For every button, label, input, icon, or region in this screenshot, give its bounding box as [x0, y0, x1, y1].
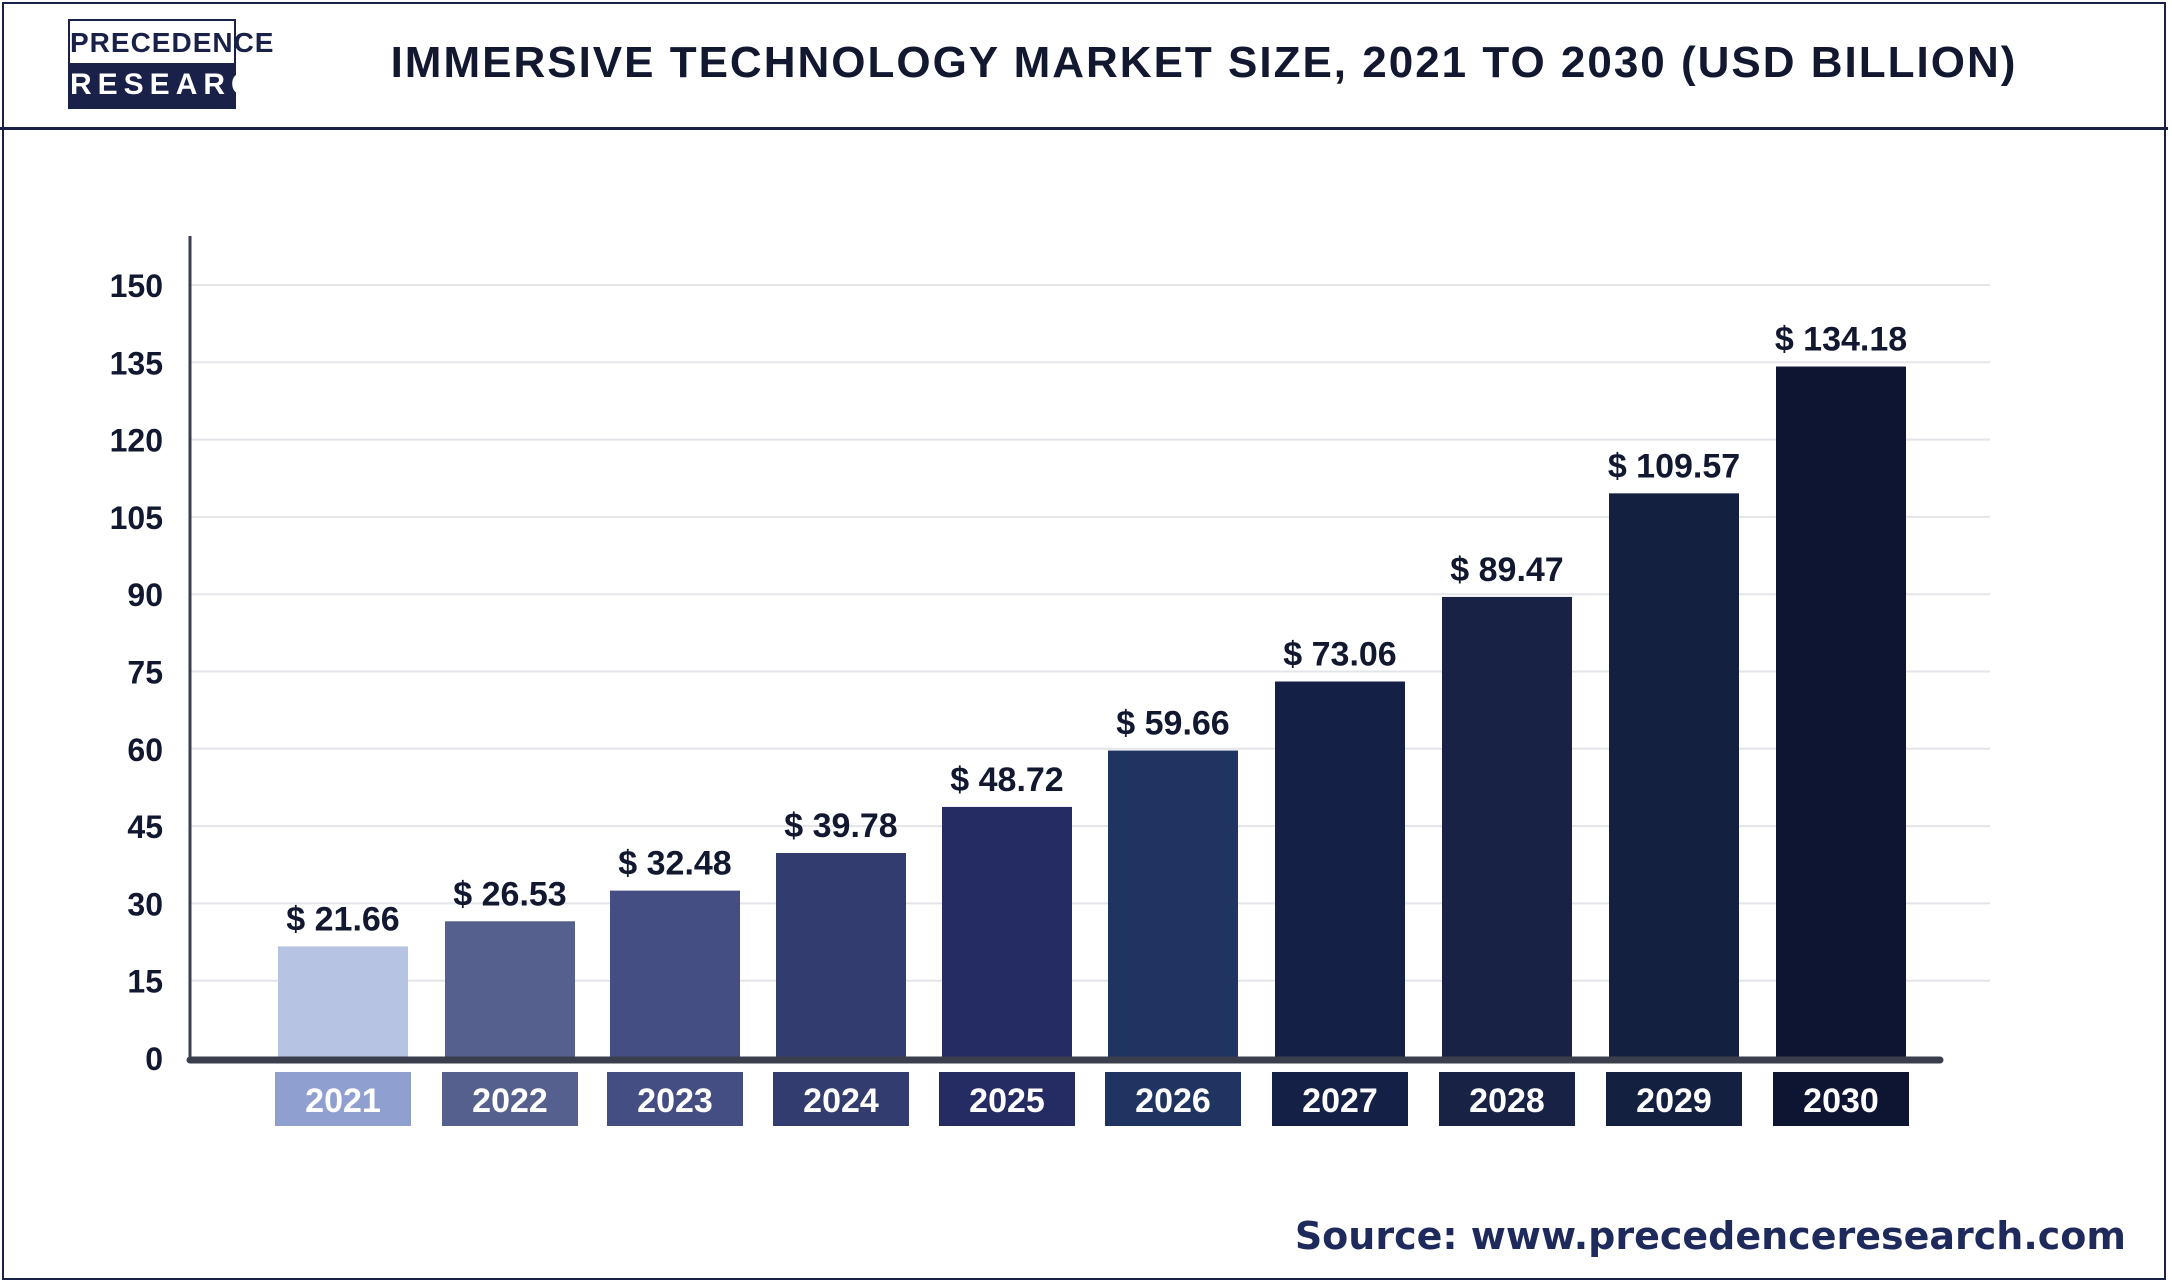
- y-tick-label: 60: [127, 732, 163, 768]
- x-tick-label: 2026: [1135, 1082, 1211, 1120]
- x-tick-label: 2024: [803, 1082, 879, 1120]
- x-tick-box: [442, 1072, 578, 1126]
- y-tick-label: 105: [110, 500, 163, 536]
- x-tick-box: [275, 1072, 411, 1126]
- y-tick-label: 150: [110, 268, 163, 304]
- bar-value-label: $ 89.47: [1450, 551, 1563, 589]
- x-tick-box: [1773, 1072, 1909, 1126]
- bar-value-label: $ 32.48: [618, 845, 731, 883]
- bar: [610, 890, 740, 1058]
- chart-header: PRECEDENCE RESEARCH IMMERSIVE TECHNOLOGY…: [0, 0, 2168, 130]
- x-tick-box: [773, 1072, 909, 1126]
- y-tick-label: 30: [127, 886, 163, 922]
- y-tick-label: 75: [127, 655, 163, 691]
- bar-value-label: $ 109.57: [1608, 447, 1740, 485]
- source-credit: Source: www.precedenceresearch.com: [1294, 1214, 2126, 1258]
- x-tick-label: 2028: [1469, 1082, 1545, 1120]
- x-tick-box: [1272, 1072, 1408, 1126]
- bar: [1108, 750, 1238, 1058]
- x-tick-label: 2030: [1803, 1082, 1879, 1120]
- x-tick-box: [1439, 1072, 1575, 1126]
- bar-value-label: $ 134.18: [1775, 321, 1907, 359]
- x-tick-box: [1606, 1072, 1742, 1126]
- bar: [1442, 596, 1572, 1058]
- bar: [1609, 493, 1739, 1059]
- x-tick-label: 2021: [305, 1082, 381, 1120]
- bar: [278, 946, 408, 1058]
- bar-value-label: $ 48.72: [950, 761, 1063, 799]
- x-tick-label: 2025: [969, 1082, 1045, 1120]
- x-tick-label: 2029: [1636, 1082, 1712, 1120]
- x-tick-box: [1105, 1072, 1241, 1126]
- bar-value-label: $ 26.53: [453, 875, 566, 913]
- bar: [1275, 681, 1405, 1058]
- y-tick-label: 0: [145, 1041, 163, 1077]
- chart-title: IMMERSIVE TECHNOLOGY MARKET SIZE, 2021 T…: [390, 38, 2018, 87]
- x-tick-box: [607, 1072, 743, 1126]
- bar: [942, 806, 1072, 1058]
- bar: [445, 921, 575, 1058]
- x-tick-box: [939, 1072, 1075, 1126]
- y-tick-label: 90: [127, 577, 163, 613]
- y-tick-label: 15: [127, 964, 163, 1000]
- x-tick-label: 2023: [637, 1082, 713, 1120]
- bar: [1776, 366, 1906, 1058]
- x-tick-label: 2022: [472, 1082, 548, 1120]
- x-tick-label: 2027: [1302, 1082, 1378, 1120]
- y-tick-label: 45: [127, 809, 163, 845]
- y-tick-label: 135: [110, 345, 163, 381]
- y-tick-label: 120: [110, 423, 163, 459]
- bar-value-label: $ 39.78: [784, 807, 897, 845]
- bar-value-label: $ 21.66: [286, 900, 399, 938]
- bar: [776, 853, 906, 1058]
- bar-value-label: $ 59.66: [1116, 705, 1229, 743]
- bar-value-label: $ 73.06: [1283, 635, 1396, 673]
